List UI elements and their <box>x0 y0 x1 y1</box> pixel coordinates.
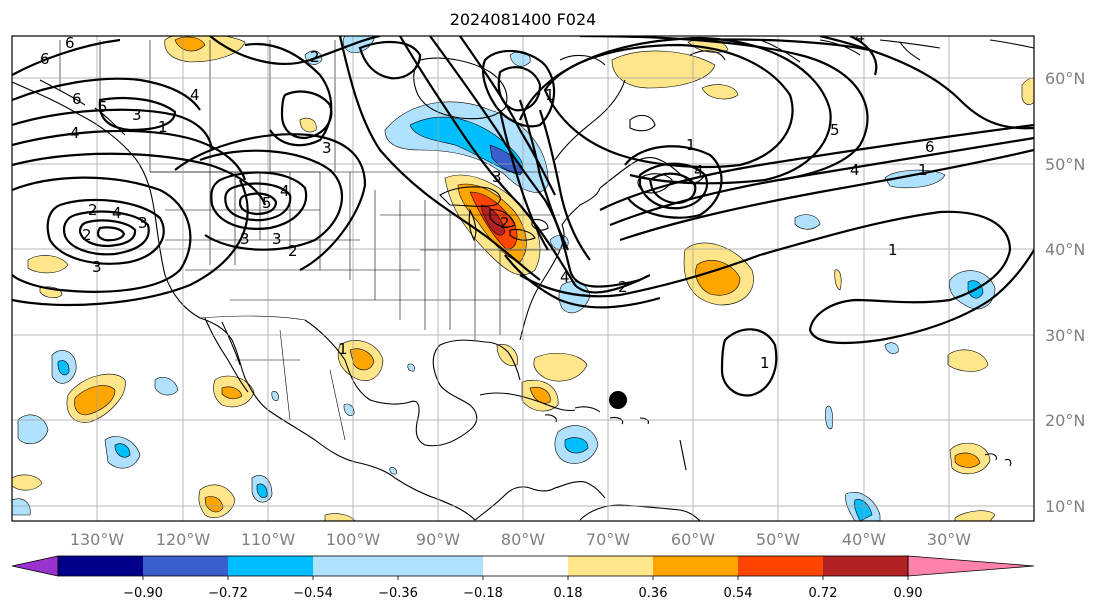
colorbar-tick-label: −0.90 <box>123 586 163 601</box>
colorbar-tick-label: 0.36 <box>639 586 668 601</box>
contour-label: 4 <box>560 268 570 286</box>
colorbar-segment <box>58 556 143 576</box>
lat-label: 10°N <box>1045 497 1085 516</box>
lat-label: 20°N <box>1045 411 1085 430</box>
contour-label: 1 <box>158 118 168 136</box>
contour-label: 2 <box>82 226 92 244</box>
contour-label: 2 <box>88 201 98 219</box>
lon-label: 100°W <box>326 530 381 549</box>
contour-label: 1 <box>545 86 555 104</box>
lon-label: 60°W <box>671 530 715 549</box>
contour-label: 2 <box>288 242 298 260</box>
lon-label: 70°W <box>586 530 630 549</box>
contour-label: 4 <box>70 124 80 142</box>
contour-label: 1 <box>918 161 928 179</box>
contour-label: 4 <box>850 161 860 179</box>
contour-label: 1 <box>888 241 898 259</box>
contour-label: 5 <box>98 98 108 116</box>
lon-label: 120°W <box>156 530 211 549</box>
colorbar-segment <box>568 556 653 576</box>
colorbar-segment <box>228 556 313 576</box>
contour-label: 2 <box>310 48 320 66</box>
lat-label: 60°N <box>1045 69 1085 88</box>
colorbar-tick-label: 0.72 <box>809 586 838 601</box>
colorbar-segment <box>823 556 908 576</box>
lon-label: 110°W <box>241 530 296 549</box>
colorbar-tick-label: 0.54 <box>724 586 753 601</box>
lon-label: 90°W <box>416 530 460 549</box>
contour-label: 3 <box>138 214 148 232</box>
contour-label: 5 <box>262 194 272 212</box>
contour-label: 3 <box>322 139 332 157</box>
contour-label: 1 <box>760 354 770 372</box>
colorbar-segment <box>398 556 483 576</box>
black-dot-marker <box>609 391 627 409</box>
colorbar-max-extend <box>907 555 1035 577</box>
colorbar-segment <box>313 556 398 576</box>
colorbar-min-extend <box>11 555 59 577</box>
colorbar-segment <box>143 556 228 576</box>
colorbar-tick-label: −0.18 <box>463 586 503 601</box>
contour-label: 3 <box>492 168 502 186</box>
contour-label: 5 <box>830 121 840 139</box>
lon-label: 80°W <box>501 530 545 549</box>
colorbar-tick-label: −0.36 <box>378 586 418 601</box>
contour-label: 4 <box>112 204 122 222</box>
map-frame <box>11 35 1035 522</box>
colorbar-segment <box>483 556 568 576</box>
contour-label: 3 <box>240 230 250 248</box>
colorbar-tick-label: −0.54 <box>293 586 333 601</box>
contour-lines <box>12 36 1034 397</box>
colorbar: −0.90 −0.72 −0.54 −0.36 −0.18 0.18 0.36 … <box>11 555 1035 601</box>
lat-label: 30°N <box>1045 326 1085 345</box>
contour-label: 3 <box>132 106 142 124</box>
contour-label: 6 <box>925 138 935 156</box>
contour-labels: 6 6 5 3 1 4 2 2 3 3 4 5 4 3 2 3 3 2 2 1 <box>40 28 935 372</box>
contour-label: 4 <box>855 28 865 46</box>
contour-label: 1 <box>686 136 696 154</box>
contour-label: 1 <box>338 340 348 358</box>
lat-label: 50°N <box>1045 155 1085 174</box>
colorbar-tick-label: −0.72 <box>208 586 248 601</box>
lat-label: 40°N <box>1045 240 1085 259</box>
latitude-labels: 60°N 50°N 40°N 30°N 20°N 10°N <box>1045 69 1085 516</box>
colorbar-segment <box>738 556 823 576</box>
lon-label: 40°W <box>842 530 886 549</box>
contour-label: 6 <box>72 90 82 108</box>
colorbar-segment <box>653 556 738 576</box>
political-borders <box>59 40 560 441</box>
contour-label: 2 <box>500 214 510 232</box>
contour-label: 2 <box>618 278 628 296</box>
contour-label: 6 <box>65 34 75 52</box>
contour-label: 3 <box>92 258 102 276</box>
contour-label: 3 <box>272 230 282 248</box>
map-panel: 6 6 5 3 1 4 2 2 3 3 4 5 4 3 2 3 3 2 2 1 <box>11 28 1035 522</box>
contour-label: 4 <box>280 182 290 200</box>
colorbar-tick-label: 0.90 <box>894 586 923 601</box>
lon-label: 30°W <box>927 530 971 549</box>
colorbar-tick-label: 0.18 <box>554 586 583 601</box>
lon-label: 50°W <box>756 530 800 549</box>
contour-label: 6 <box>40 50 50 68</box>
longitude-labels: 130°W 120°W 110°W 100°W 90°W 80°W 70°W 6… <box>70 530 971 549</box>
coastlines <box>12 39 1034 521</box>
contour-label: 4 <box>190 86 200 104</box>
map-title: 2024081400 F024 <box>450 10 597 29</box>
contour-label: 4 <box>694 162 704 180</box>
lon-label: 130°W <box>70 530 125 549</box>
